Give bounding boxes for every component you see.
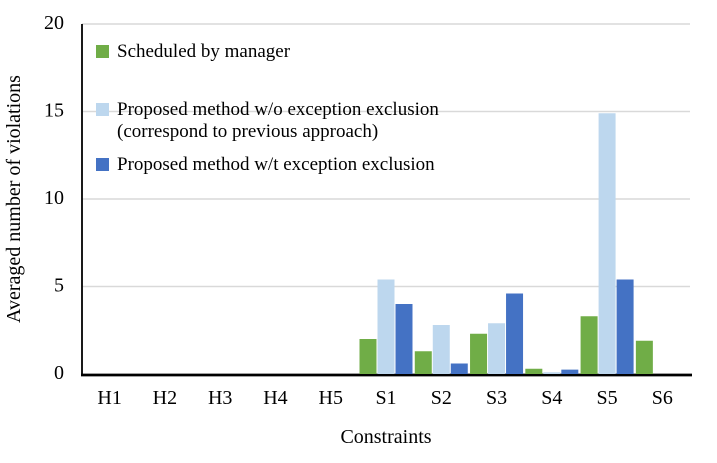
legend-item-scheduled-by-manager: Scheduled by manager <box>96 41 290 63</box>
legend-label-line1: Proposed method w/o exception exclusion <box>117 99 439 120</box>
bar-S1-series1 <box>377 279 395 374</box>
legend-label-line2: (correspond to previous approach) <box>117 121 379 142</box>
bar-S2-series0 <box>414 351 432 374</box>
x-tick-label-S5: S5 <box>597 387 618 409</box>
bar-S2-series1 <box>432 325 450 374</box>
legend-swatch-light-blue <box>96 103 109 116</box>
bar-S4-series0 <box>525 368 543 374</box>
x-tick-label-H3: H3 <box>208 387 232 409</box>
x-tick-label-S6: S6 <box>652 387 673 409</box>
bar-S3-series2 <box>506 293 524 374</box>
x-tick-label-S1: S1 <box>375 387 396 409</box>
bar-S3-series0 <box>470 333 488 374</box>
y-axis-title: Averaged number of violations <box>3 75 25 323</box>
x-tick-label-H2: H2 <box>153 387 177 409</box>
bar-S5-series2 <box>616 279 634 374</box>
y-tick-label-5: 5 <box>54 275 64 297</box>
bar-S5-series0 <box>580 316 598 374</box>
bar-S1-series2 <box>395 304 413 374</box>
x-tick-label-H5: H5 <box>319 387 343 409</box>
x-tick-label-S2: S2 <box>431 387 452 409</box>
x-axis-title: Constraints <box>340 426 431 448</box>
legend-item-proposed-wo-exclusion: Proposed method w/o exception exclusion … <box>96 99 439 143</box>
legend-label: Proposed method w/t exception exclusion <box>117 154 435 175</box>
y-tick-label-20: 20 <box>44 12 64 34</box>
bar-S2-series2 <box>450 363 468 374</box>
legend-swatch-dark-blue <box>96 158 109 171</box>
legend-swatch-green <box>96 45 109 58</box>
bar-S4-series2 <box>561 369 579 374</box>
x-tick-label-S4: S4 <box>541 387 562 409</box>
x-tick-label-H4: H4 <box>263 387 287 409</box>
bar-S4-series1 <box>543 372 561 374</box>
y-tick-label-15: 15 <box>44 100 64 122</box>
y-tick-label-10: 10 <box>44 187 64 209</box>
legend-label: Proposed method w/o exception exclusion … <box>117 99 439 143</box>
x-tick-label-S3: S3 <box>486 387 507 409</box>
bar-S6-series0 <box>635 340 653 374</box>
legend-label: Scheduled by manager <box>117 41 291 62</box>
y-tick-label-0: 0 <box>54 362 64 384</box>
bar-S1-series0 <box>359 339 377 374</box>
bar-S3-series1 <box>488 323 506 374</box>
bar-S5-series1 <box>598 113 616 374</box>
x-tick-label-H1: H1 <box>97 387 121 409</box>
legend-item-proposed-wt-exclusion: Proposed method w/t exception exclusion <box>96 154 435 176</box>
